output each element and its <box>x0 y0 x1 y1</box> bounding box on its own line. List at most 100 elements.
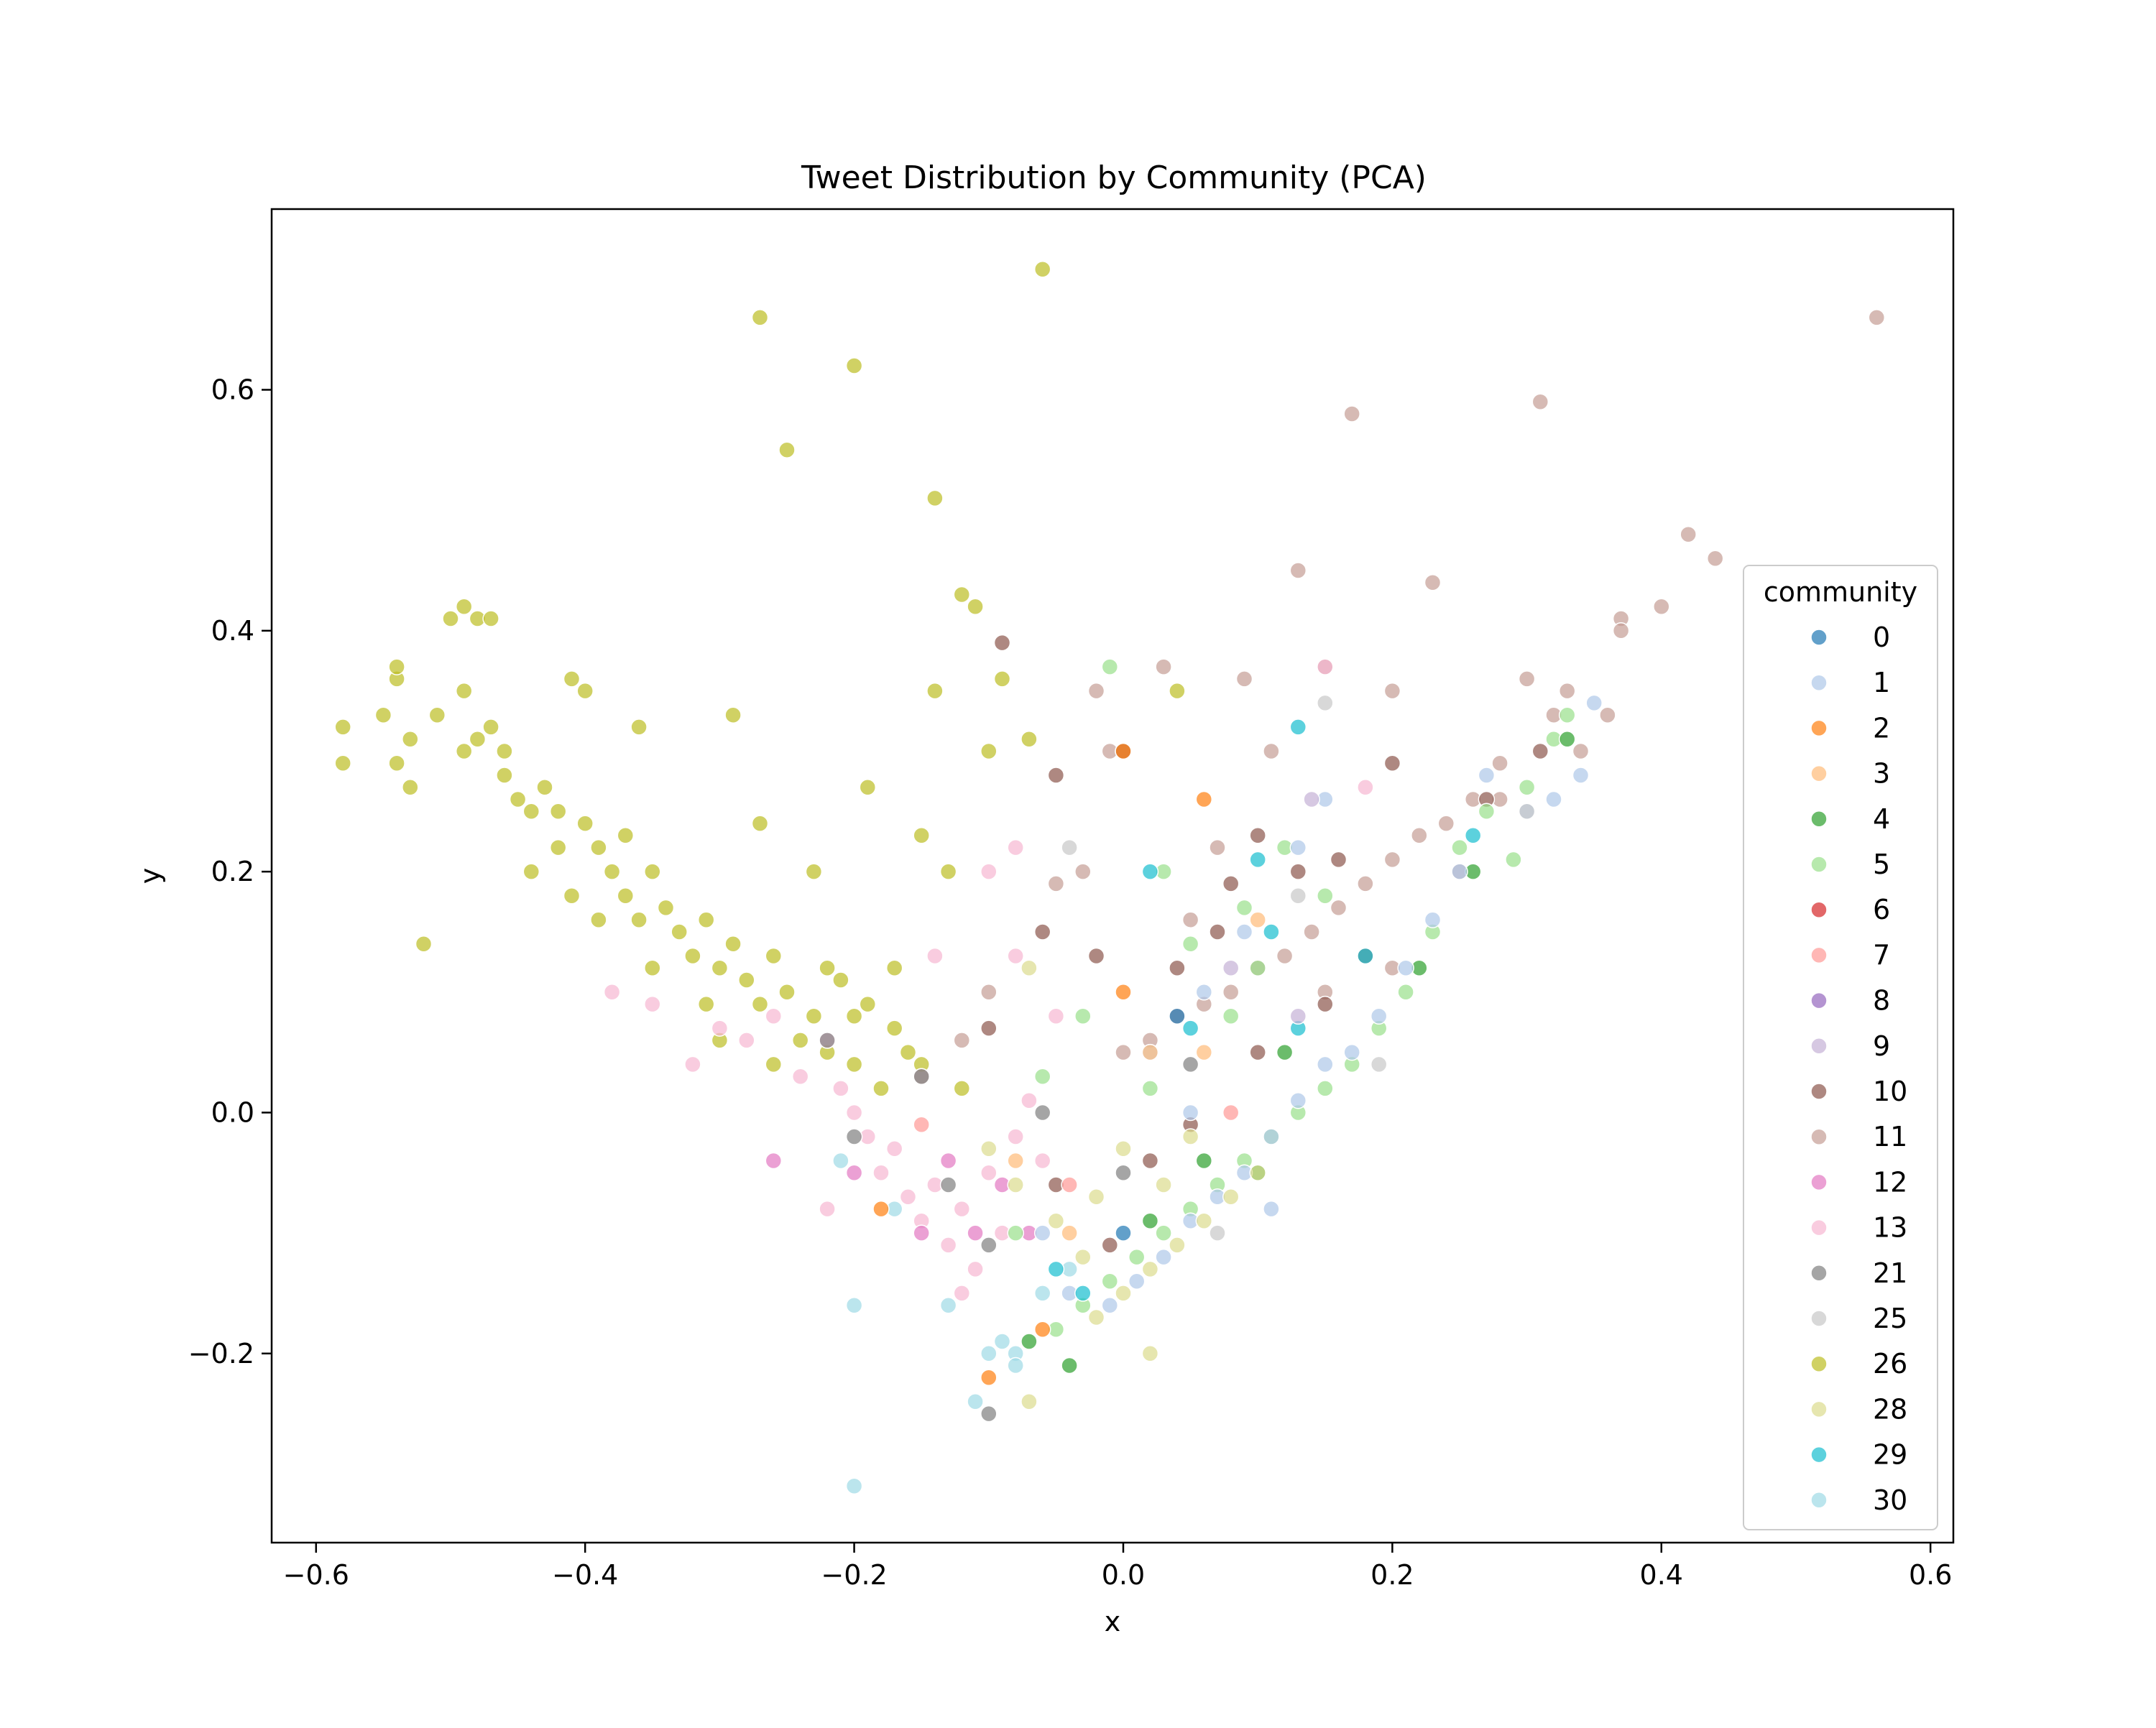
data-point-community-26 <box>993 670 1011 688</box>
data-point-community-13 <box>845 1104 863 1122</box>
legend-label: 9 <box>1873 1030 1890 1062</box>
data-point-community-7 <box>1222 1104 1240 1122</box>
data-point-community-11 <box>1330 899 1348 917</box>
data-point-community-26 <box>482 610 499 627</box>
data-point-community-5 <box>1518 779 1536 796</box>
data-point-community-2 <box>980 1369 998 1387</box>
legend-label: 25 <box>1873 1303 1907 1334</box>
data-point-community-12 <box>967 1224 984 1242</box>
data-point-community-26 <box>765 947 783 965</box>
data-point-community-13 <box>1007 947 1024 965</box>
data-point-community-10 <box>1289 863 1307 880</box>
data-point-community-1 <box>1585 694 1603 712</box>
data-point-community-29 <box>1289 719 1307 736</box>
data-point-community-5 <box>1074 1007 1092 1025</box>
data-point-community-2 <box>1115 742 1132 760</box>
data-point-community-1 <box>1289 1091 1307 1109</box>
data-point-community-4 <box>1021 1333 1038 1350</box>
legend-label: 28 <box>1873 1393 1907 1425</box>
y-tick-label: −0.2 <box>188 1338 254 1369</box>
legend-marker <box>1810 1265 1828 1282</box>
data-point-community-28 <box>1087 1188 1105 1206</box>
data-point-community-11 <box>1572 742 1590 760</box>
data-point-community-26 <box>845 357 863 374</box>
data-point-community-30 <box>967 1393 984 1410</box>
y-axis-label: y <box>134 868 166 884</box>
data-point-community-3 <box>1195 1043 1213 1061</box>
data-point-community-26 <box>885 959 903 977</box>
data-point-community-10 <box>1531 742 1549 760</box>
data-point-community-26 <box>778 984 796 1001</box>
data-point-community-26 <box>751 995 769 1013</box>
data-point-community-11 <box>1531 393 1549 411</box>
data-point-community-11 <box>1209 838 1226 856</box>
data-point-community-5 <box>1397 984 1414 1001</box>
data-point-community-25 <box>1518 803 1536 821</box>
legend-label: 4 <box>1873 803 1890 835</box>
data-point-community-26 <box>751 309 769 326</box>
data-point-community-9 <box>1303 790 1320 808</box>
data-point-community-13 <box>1033 1152 1051 1170</box>
legend-label: 21 <box>1873 1257 1907 1289</box>
data-point-community-11 <box>1518 670 1536 688</box>
data-point-community-11 <box>1289 562 1307 579</box>
y-tick-label: 0.2 <box>211 856 254 887</box>
legend-marker <box>1810 1173 1828 1191</box>
data-point-community-1 <box>1289 838 1307 856</box>
data-point-community-30 <box>1033 1285 1051 1302</box>
data-point-community-1 <box>1235 923 1253 941</box>
legend-label: 1 <box>1873 667 1890 698</box>
data-point-community-26 <box>697 911 715 928</box>
data-point-community-12 <box>765 1152 783 1170</box>
data-point-community-11 <box>1437 815 1455 832</box>
data-point-community-5 <box>1101 1272 1119 1290</box>
data-point-community-26 <box>496 767 513 784</box>
data-point-community-26 <box>738 971 755 989</box>
data-point-community-4 <box>1061 1357 1078 1374</box>
points-layer <box>334 261 1886 1494</box>
legend-marker <box>1810 1083 1828 1100</box>
data-point-community-28 <box>1021 1393 1038 1410</box>
data-point-community-1 <box>1478 767 1496 784</box>
data-point-community-1 <box>1033 1224 1051 1242</box>
data-point-community-0 <box>1115 1224 1132 1242</box>
data-point-community-26 <box>563 887 581 905</box>
x-tick-label: 0.0 <box>1102 1559 1145 1591</box>
data-point-community-5 <box>1235 899 1253 917</box>
data-point-community-1 <box>1424 911 1442 928</box>
data-point-community-11 <box>1411 827 1428 844</box>
data-point-community-13 <box>885 1140 903 1158</box>
legend-box <box>1743 565 1938 1530</box>
data-point-community-13 <box>791 1068 809 1085</box>
legend-marker <box>1810 1310 1828 1327</box>
data-point-community-26 <box>455 682 473 700</box>
data-point-community-11 <box>1155 658 1172 675</box>
data-point-community-26 <box>711 959 729 977</box>
data-point-community-10 <box>1330 851 1348 869</box>
data-point-community-11 <box>980 984 998 1001</box>
data-point-community-11 <box>1706 550 1724 567</box>
data-point-community-2 <box>1195 790 1213 808</box>
data-point-community-28 <box>1181 1128 1199 1145</box>
data-point-community-10 <box>1101 1237 1119 1254</box>
data-point-community-28 <box>1007 1176 1024 1193</box>
data-point-community-26 <box>724 935 742 953</box>
data-point-community-29 <box>1074 1285 1092 1302</box>
data-point-community-5 <box>1505 851 1522 869</box>
data-point-community-26 <box>819 959 836 977</box>
data-point-community-28 <box>1087 1308 1105 1326</box>
data-point-community-1 <box>1451 863 1468 880</box>
data-point-community-28 <box>1141 1260 1159 1278</box>
data-point-community-10 <box>980 1020 998 1037</box>
x-tick-label: 0.4 <box>1640 1559 1683 1591</box>
data-point-community-26 <box>980 742 998 760</box>
data-point-community-30 <box>845 1296 863 1314</box>
legend-marker <box>1810 1446 1828 1464</box>
data-point-community-26 <box>442 610 459 627</box>
x-tick-label: −0.2 <box>821 1559 887 1591</box>
data-point-community-26 <box>522 803 540 821</box>
data-point-community-28 <box>1115 1285 1132 1302</box>
data-point-community-30 <box>993 1333 1011 1350</box>
data-point-community-13 <box>1021 1091 1038 1109</box>
data-point-community-10 <box>1033 923 1051 941</box>
